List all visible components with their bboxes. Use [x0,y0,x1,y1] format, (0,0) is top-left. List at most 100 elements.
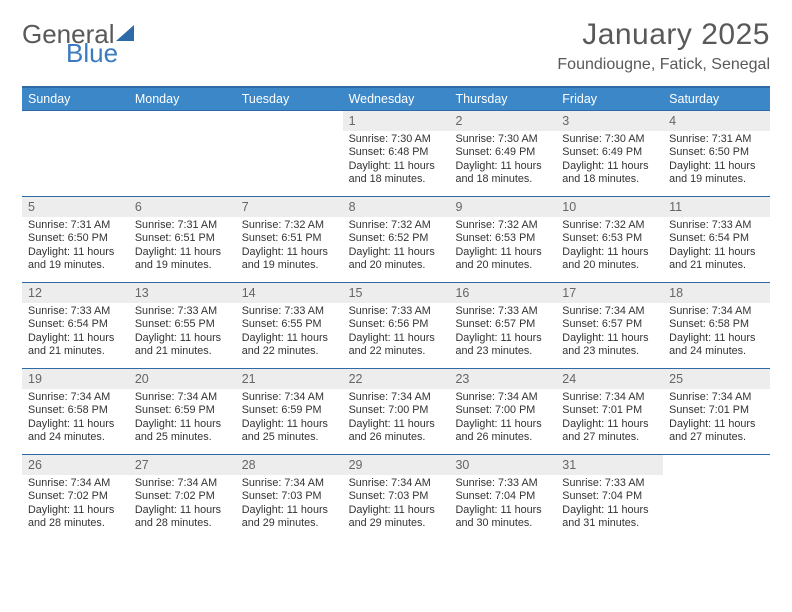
title-block: January 2025 Foundiougne, Fatick, Senega… [557,18,770,74]
day-cell: 26Sunrise: 7:34 AMSunset: 7:02 PMDayligh… [22,455,129,540]
dow-cell: Thursday [449,88,556,110]
day-info: Sunrise: 7:34 AMSunset: 6:58 PMDaylight:… [22,389,129,449]
dow-cell: Wednesday [343,88,450,110]
day-number: 2 [449,111,556,131]
day-cell: 5Sunrise: 7:31 AMSunset: 6:50 PMDaylight… [22,197,129,282]
day-number: 29 [343,455,450,475]
day-info: Sunrise: 7:33 AMSunset: 6:55 PMDaylight:… [236,303,343,363]
day-cell: 30Sunrise: 7:33 AMSunset: 7:04 PMDayligh… [449,455,556,540]
day-info: Sunrise: 7:33 AMSunset: 6:55 PMDaylight:… [129,303,236,363]
day-info: Sunrise: 7:33 AMSunset: 7:04 PMDaylight:… [556,475,663,535]
day-cell: 8Sunrise: 7:32 AMSunset: 6:52 PMDaylight… [343,197,450,282]
dow-cell: Tuesday [236,88,343,110]
day-number: 1 [343,111,450,131]
day-cell: 21Sunrise: 7:34 AMSunset: 6:59 PMDayligh… [236,369,343,454]
day-cell: 12Sunrise: 7:33 AMSunset: 6:54 PMDayligh… [22,283,129,368]
day-number: 4 [663,111,770,131]
day-info: Sunrise: 7:34 AMSunset: 7:01 PMDaylight:… [663,389,770,449]
day-cell: 15Sunrise: 7:33 AMSunset: 6:56 PMDayligh… [343,283,450,368]
day-cell [663,455,770,540]
day-number: 12 [22,283,129,303]
day-info: Sunrise: 7:30 AMSunset: 6:49 PMDaylight:… [449,131,556,191]
day-cell: 1Sunrise: 7:30 AMSunset: 6:48 PMDaylight… [343,111,450,196]
day-info: Sunrise: 7:31 AMSunset: 6:50 PMDaylight:… [22,217,129,277]
day-number: 3 [556,111,663,131]
day-number: 11 [663,197,770,217]
day-cell: 20Sunrise: 7:34 AMSunset: 6:59 PMDayligh… [129,369,236,454]
day-cell: 4Sunrise: 7:31 AMSunset: 6:50 PMDaylight… [663,111,770,196]
day-info: Sunrise: 7:34 AMSunset: 6:59 PMDaylight:… [236,389,343,449]
day-cell: 23Sunrise: 7:34 AMSunset: 7:00 PMDayligh… [449,369,556,454]
week-row: 1Sunrise: 7:30 AMSunset: 6:48 PMDaylight… [22,110,770,196]
day-number: 23 [449,369,556,389]
day-info: Sunrise: 7:33 AMSunset: 6:54 PMDaylight:… [663,217,770,277]
day-cell: 6Sunrise: 7:31 AMSunset: 6:51 PMDaylight… [129,197,236,282]
day-number: 17 [556,283,663,303]
dow-cell: Saturday [663,88,770,110]
day-cell: 31Sunrise: 7:33 AMSunset: 7:04 PMDayligh… [556,455,663,540]
day-number: 22 [343,369,450,389]
day-info: Sunrise: 7:30 AMSunset: 6:49 PMDaylight:… [556,131,663,191]
day-info: Sunrise: 7:34 AMSunset: 6:58 PMDaylight:… [663,303,770,363]
day-cell [22,111,129,196]
day-info: Sunrise: 7:34 AMSunset: 7:02 PMDaylight:… [129,475,236,535]
week-row: 5Sunrise: 7:31 AMSunset: 6:50 PMDaylight… [22,196,770,282]
day-cell: 19Sunrise: 7:34 AMSunset: 6:58 PMDayligh… [22,369,129,454]
day-info: Sunrise: 7:33 AMSunset: 6:56 PMDaylight:… [343,303,450,363]
calendar: SundayMondayTuesdayWednesdayThursdayFrid… [22,86,770,540]
day-number: 14 [236,283,343,303]
day-cell: 16Sunrise: 7:33 AMSunset: 6:57 PMDayligh… [449,283,556,368]
day-cell: 7Sunrise: 7:32 AMSunset: 6:51 PMDaylight… [236,197,343,282]
day-info: Sunrise: 7:34 AMSunset: 7:03 PMDaylight:… [236,475,343,535]
day-info: Sunrise: 7:32 AMSunset: 6:53 PMDaylight:… [556,217,663,277]
day-cell: 27Sunrise: 7:34 AMSunset: 7:02 PMDayligh… [129,455,236,540]
day-number: 30 [449,455,556,475]
day-number: 5 [22,197,129,217]
day-number: 19 [22,369,129,389]
logo: GeneralBlue [22,18,136,65]
day-number: 6 [129,197,236,217]
dow-cell: Friday [556,88,663,110]
day-number: 9 [449,197,556,217]
day-number: 24 [556,369,663,389]
day-info: Sunrise: 7:33 AMSunset: 7:04 PMDaylight:… [449,475,556,535]
day-number: 13 [129,283,236,303]
day-info: Sunrise: 7:31 AMSunset: 6:50 PMDaylight:… [663,131,770,191]
day-cell: 29Sunrise: 7:34 AMSunset: 7:03 PMDayligh… [343,455,450,540]
location-text: Foundiougne, Fatick, Senegal [557,56,770,74]
day-cell [236,111,343,196]
day-cell: 22Sunrise: 7:34 AMSunset: 7:00 PMDayligh… [343,369,450,454]
day-info: Sunrise: 7:34 AMSunset: 6:59 PMDaylight:… [129,389,236,449]
day-cell: 9Sunrise: 7:32 AMSunset: 6:53 PMDaylight… [449,197,556,282]
dow-cell: Sunday [22,88,129,110]
day-cell: 14Sunrise: 7:33 AMSunset: 6:55 PMDayligh… [236,283,343,368]
day-info: Sunrise: 7:34 AMSunset: 7:03 PMDaylight:… [343,475,450,535]
day-number: 20 [129,369,236,389]
day-info: Sunrise: 7:32 AMSunset: 6:51 PMDaylight:… [236,217,343,277]
day-number: 27 [129,455,236,475]
day-number: 18 [663,283,770,303]
dow-cell: Monday [129,88,236,110]
day-number: 26 [22,455,129,475]
day-cell: 11Sunrise: 7:33 AMSunset: 6:54 PMDayligh… [663,197,770,282]
day-number: 10 [556,197,663,217]
day-info: Sunrise: 7:32 AMSunset: 6:53 PMDaylight:… [449,217,556,277]
day-info: Sunrise: 7:30 AMSunset: 6:48 PMDaylight:… [343,131,450,191]
week-row: 26Sunrise: 7:34 AMSunset: 7:02 PMDayligh… [22,454,770,540]
day-cell: 18Sunrise: 7:34 AMSunset: 6:58 PMDayligh… [663,283,770,368]
day-info: Sunrise: 7:34 AMSunset: 6:57 PMDaylight:… [556,303,663,363]
day-cell [129,111,236,196]
dow-header-row: SundayMondayTuesdayWednesdayThursdayFrid… [22,88,770,110]
day-info: Sunrise: 7:33 AMSunset: 6:57 PMDaylight:… [449,303,556,363]
logo-triangle-icon [116,22,136,47]
week-row: 19Sunrise: 7:34 AMSunset: 6:58 PMDayligh… [22,368,770,454]
page-title: January 2025 [557,18,770,52]
day-cell: 25Sunrise: 7:34 AMSunset: 7:01 PMDayligh… [663,369,770,454]
day-number: 8 [343,197,450,217]
day-cell: 17Sunrise: 7:34 AMSunset: 6:57 PMDayligh… [556,283,663,368]
day-number: 15 [343,283,450,303]
day-info: Sunrise: 7:32 AMSunset: 6:52 PMDaylight:… [343,217,450,277]
day-cell: 13Sunrise: 7:33 AMSunset: 6:55 PMDayligh… [129,283,236,368]
day-cell: 10Sunrise: 7:32 AMSunset: 6:53 PMDayligh… [556,197,663,282]
day-cell: 28Sunrise: 7:34 AMSunset: 7:03 PMDayligh… [236,455,343,540]
